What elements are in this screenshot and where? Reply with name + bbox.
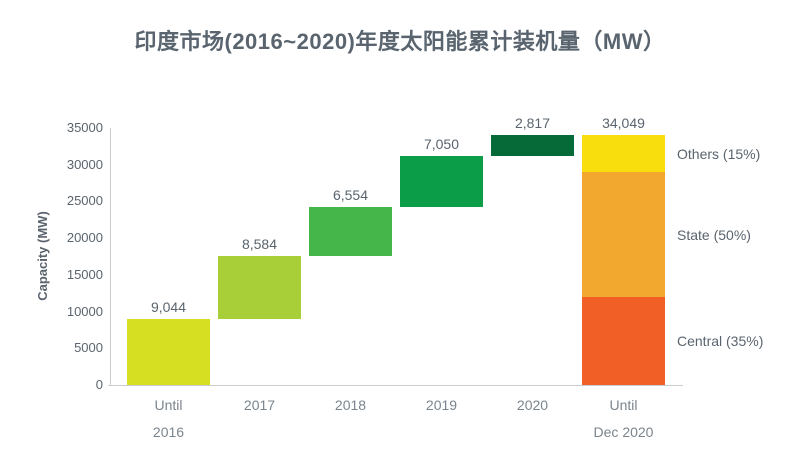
y-axis-tick-label: 5000: [74, 340, 103, 356]
bar-until-2016: [127, 318, 210, 385]
legend-label-central: Central (35%): [677, 333, 764, 350]
bar-value-label: 7,050: [423, 135, 460, 152]
legend-label-state: State (50%): [677, 226, 751, 243]
bar-2020: [491, 134, 574, 156]
x-axis-label: 2018: [334, 397, 367, 413]
x-axis-label: 2017: [243, 397, 276, 413]
bar-2018: [309, 207, 392, 256]
x-axis-label: Until Dec 2020: [593, 397, 654, 440]
bar-value-label: 9,044: [150, 298, 187, 315]
bar-2017: [218, 255, 301, 319]
y-axis-tick-label: 20000: [66, 230, 103, 246]
y-axis-tick-label: 35000: [66, 120, 103, 135]
y-axis-line: [110, 128, 111, 385]
bar-2019: [400, 155, 483, 208]
y-axis-tick-label: 25000: [66, 193, 103, 209]
bar-value-label: 34,049: [602, 114, 645, 131]
y-axis-tick-label: 15000: [66, 266, 103, 282]
x-axis-label: 2020: [516, 397, 549, 413]
legend-label-others: Others (15%): [677, 145, 761, 162]
segment-central: [582, 297, 665, 385]
x-axis-label: Until 2016: [152, 397, 185, 440]
bar-value-label: 8,584: [241, 235, 278, 252]
x-axis-line: [108, 385, 683, 386]
y-axis-tick-label: 10000: [66, 303, 103, 319]
y-axis-tick-label: 0: [95, 377, 103, 392]
segment-others: [582, 134, 665, 173]
x-axis-label: 2019: [425, 397, 458, 413]
y-axis-tick-label: 30000: [66, 156, 103, 172]
chart-title: 印度市场(2016~2020)年度太阳能累计装机量（MW）: [134, 29, 666, 54]
bar-value-label: 6,554: [332, 187, 369, 204]
segment-state: [582, 172, 665, 298]
bar-value-label: 2,817: [514, 114, 551, 131]
